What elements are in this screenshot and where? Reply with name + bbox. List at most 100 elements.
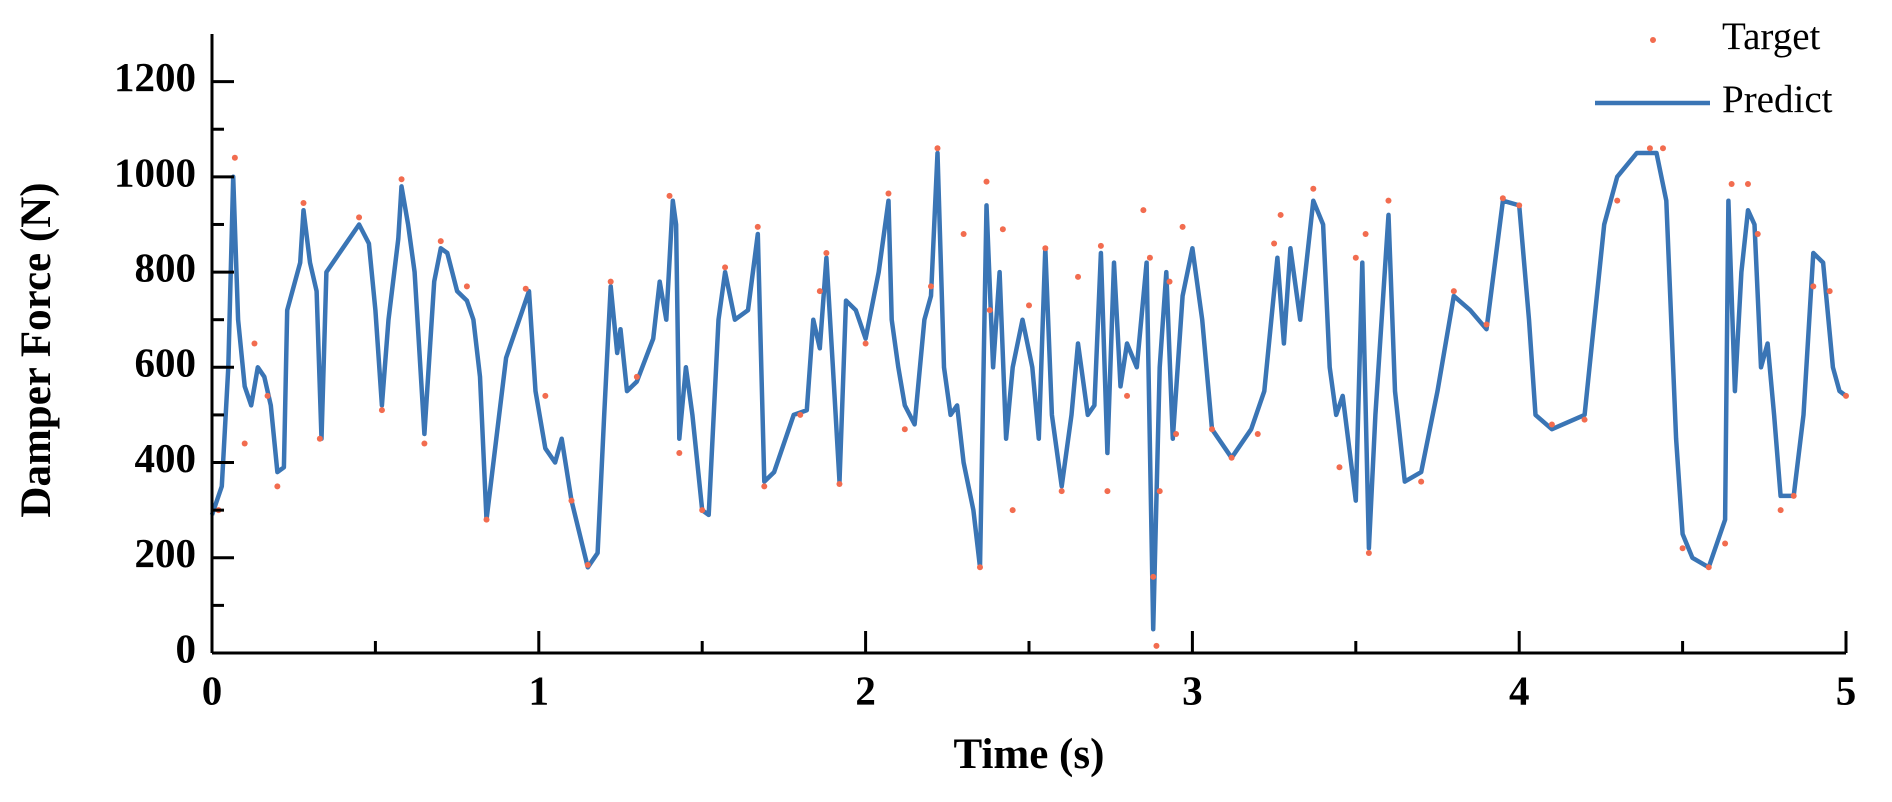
target-point	[1209, 426, 1216, 433]
target-point	[421, 440, 428, 447]
target-point	[1843, 392, 1849, 399]
target-point	[1659, 145, 1666, 152]
target-point	[816, 288, 823, 295]
target-point	[483, 516, 490, 523]
target-point	[1548, 421, 1555, 428]
target-point	[1705, 564, 1712, 571]
target-point	[356, 214, 363, 221]
target-point	[264, 392, 271, 399]
y-tick-label: 200	[135, 530, 197, 576]
target-point	[1310, 185, 1317, 192]
target-point	[797, 411, 804, 418]
target-point	[1156, 488, 1163, 495]
target-point	[633, 373, 640, 380]
target-point	[1179, 223, 1186, 230]
target-point	[1483, 321, 1490, 328]
target-point	[231, 154, 238, 161]
target-point	[1352, 254, 1359, 261]
target-point	[986, 307, 993, 314]
x-tick-label: 5	[1836, 667, 1857, 713]
target-point	[241, 440, 248, 447]
target-point	[1228, 454, 1235, 461]
legend-label: Target	[1722, 15, 1821, 58]
legend-label: Predict	[1722, 78, 1833, 121]
target-point	[1777, 507, 1784, 514]
target-point	[823, 250, 830, 257]
target-point	[1097, 242, 1104, 249]
target-point	[1679, 545, 1686, 552]
target-point	[1418, 478, 1425, 485]
target-point	[1150, 573, 1157, 580]
target-point	[983, 178, 990, 185]
x-tick-label: 0	[202, 667, 223, 713]
target-point	[1646, 145, 1653, 152]
target-point	[1728, 180, 1735, 187]
target-point	[722, 264, 729, 271]
target-point	[999, 226, 1006, 233]
target-point	[676, 450, 683, 457]
target-point	[316, 435, 323, 442]
x-tick-label: 4	[1509, 667, 1530, 713]
target-point	[761, 483, 768, 490]
y-tick-label: 600	[135, 340, 197, 386]
target-point	[862, 340, 869, 347]
target-point	[1754, 230, 1761, 237]
target-point	[1271, 240, 1278, 247]
target-point	[1075, 273, 1082, 280]
target-point	[976, 564, 983, 571]
target-point	[607, 278, 614, 285]
target-point	[1385, 197, 1392, 204]
target-point	[1362, 230, 1369, 237]
y-tick-label: 400	[135, 435, 197, 481]
y-tick-label: 1200	[114, 54, 196, 100]
target-point	[1614, 197, 1621, 204]
target-point	[699, 507, 706, 514]
x-tick-label: 3	[1182, 667, 1203, 713]
target-point	[1166, 278, 1173, 285]
target-point	[1826, 288, 1833, 295]
target-point	[542, 392, 549, 399]
target-point	[1790, 492, 1797, 499]
target-point	[1336, 464, 1343, 471]
target-point	[754, 223, 761, 230]
target-point	[274, 483, 281, 490]
target-point	[927, 283, 934, 290]
target-point	[1254, 430, 1261, 437]
x-tick-label: 2	[855, 667, 876, 713]
y-tick-label: 0	[176, 625, 197, 671]
target-point	[1173, 430, 1180, 437]
target-point	[934, 145, 941, 152]
target-point	[300, 200, 307, 207]
target-point	[960, 230, 967, 237]
target-point	[1744, 180, 1751, 187]
target-point	[378, 407, 385, 414]
target-point	[1499, 195, 1506, 202]
target-point	[1042, 245, 1049, 252]
target-point	[1058, 488, 1065, 495]
target-point	[437, 238, 444, 245]
y-tick-label: 800	[135, 244, 197, 290]
target-point	[1365, 550, 1372, 557]
target-point	[1722, 540, 1729, 547]
target-point	[1277, 211, 1284, 218]
target-point	[1581, 416, 1588, 423]
target-point	[901, 426, 908, 433]
target-point	[1009, 507, 1016, 514]
target-point	[251, 340, 258, 347]
target-point	[1124, 392, 1131, 399]
target-point	[1153, 642, 1160, 649]
target-point	[1516, 202, 1523, 209]
legend-marker	[1650, 37, 1656, 43]
target-point	[568, 497, 575, 504]
target-point	[1146, 254, 1153, 261]
target-point	[522, 285, 529, 292]
y-tick-label: 1000	[114, 149, 196, 195]
target-point	[1810, 283, 1817, 290]
y-axis-title: Damper Force (N)	[13, 182, 60, 517]
x-axis-title: Time (s)	[954, 731, 1105, 778]
x-tick-label: 1	[529, 667, 550, 713]
target-point	[666, 192, 673, 199]
target-point	[1104, 488, 1111, 495]
target-point	[1140, 207, 1147, 214]
